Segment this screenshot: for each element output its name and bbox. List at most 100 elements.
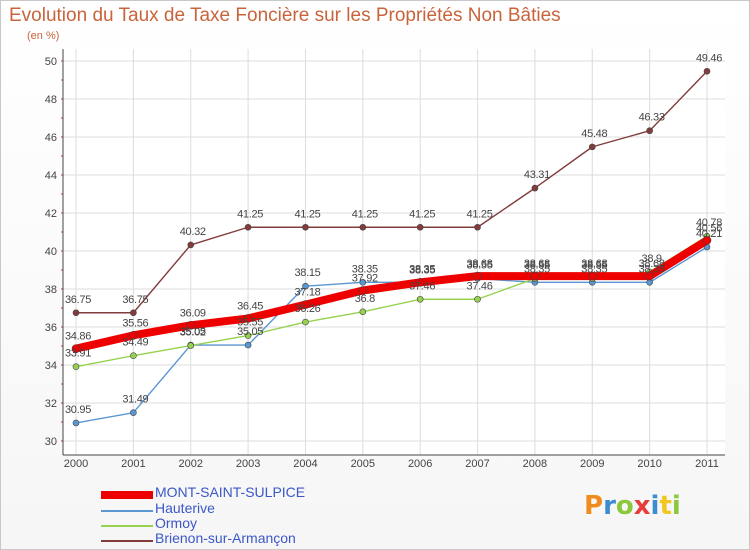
series-line-1	[75, 246, 708, 424]
data-point	[703, 67, 711, 75]
data-label: 49.46	[696, 52, 722, 64]
data-point	[187, 241, 195, 249]
data-point	[244, 223, 252, 231]
x-tick-label: 2004	[293, 458, 317, 470]
data-point	[416, 295, 424, 303]
data-label: 38.68	[639, 258, 665, 270]
data-point	[301, 300, 310, 309]
data-point	[302, 318, 309, 326]
data-point	[302, 223, 309, 231]
data-label: 38.15	[294, 267, 320, 279]
data-point	[359, 223, 367, 231]
data-label: 38.35	[581, 263, 607, 275]
logo-letter: i	[671, 491, 681, 521]
data-point	[473, 271, 482, 281]
data-label: 37.46	[467, 280, 493, 292]
y-tick-label: 48	[45, 94, 57, 106]
legend-swatch-mont-saint-sulpice	[101, 491, 153, 499]
data-point	[186, 320, 196, 330]
data-point	[588, 143, 596, 151]
x-tick-label: 2005	[351, 458, 375, 470]
plot-area	[63, 49, 725, 455]
logo-letter: r	[603, 491, 616, 521]
data-point	[187, 342, 195, 349]
x-tick-label: 2009	[580, 458, 604, 470]
data-point	[244, 332, 252, 339]
y-tick-label: 30	[45, 436, 57, 448]
data-label: 34.49	[122, 337, 148, 349]
data-label: 40.32	[180, 226, 206, 238]
data-point	[359, 279, 367, 286]
data-label: 40.78	[696, 217, 722, 229]
y-tick-label: 50	[45, 56, 57, 68]
data-label: 38.9	[642, 253, 662, 265]
series-line-3	[75, 70, 708, 314]
legend-swatch-ormoy	[101, 525, 153, 527]
logo-letter: i	[650, 491, 660, 521]
legend-swatch-brienon-sur-armancon	[101, 540, 153, 542]
data-label: 46.33	[639, 112, 665, 124]
y-tick-label: 36	[45, 322, 57, 334]
data-label: 34.86	[65, 331, 91, 343]
data-point	[358, 286, 368, 295]
y-tick-label: 38	[45, 284, 57, 296]
x-tick-label: 2008	[523, 458, 547, 470]
data-point	[474, 223, 481, 231]
data-point	[243, 314, 253, 323]
legend-label-hauterive: Hauterive	[155, 500, 215, 516]
data-point	[72, 419, 80, 427]
data-point	[129, 331, 138, 340]
x-tick-label: 2000	[64, 458, 88, 470]
y-axis-unit-label: (en %)	[27, 30, 60, 42]
logo-letter: o	[615, 491, 634, 521]
data-label: 35.02	[180, 327, 206, 339]
data-label: 36.8	[355, 293, 375, 305]
data-label: 38.35	[352, 263, 378, 275]
proxiti-logo: Proxiti	[584, 491, 681, 521]
data-label: 37.92	[352, 273, 378, 285]
data-label: 36.26	[294, 303, 320, 315]
data-point	[474, 295, 481, 303]
x-tick-label: 2006	[408, 458, 432, 470]
data-point	[587, 271, 597, 281]
x-tick-label: 2001	[121, 458, 145, 470]
data-point	[72, 363, 80, 371]
logo-letter: t	[659, 491, 672, 521]
data-label: 35.55	[237, 317, 263, 329]
y-tick-label: 46	[45, 132, 57, 144]
data-label: 36.75	[122, 294, 148, 306]
data-label: 38.68	[524, 258, 550, 270]
data-label: 38.35	[409, 263, 435, 275]
data-label: 40.21	[696, 228, 722, 240]
logo-letter: P	[584, 491, 604, 521]
data-label: 33.91	[65, 348, 91, 360]
x-tick-label: 2002	[178, 458, 202, 470]
x-tick-label: 2011	[695, 458, 719, 470]
y-tick-label: 32	[45, 398, 57, 410]
data-label: 43.31	[524, 169, 550, 181]
y-tick-label: 42	[45, 208, 57, 220]
chart-title: Evolution du Taux de Taxe Foncière sur l…	[9, 5, 561, 26]
data-label: 38.55	[524, 260, 550, 272]
data-label: 36.45	[237, 300, 263, 312]
data-label: 41.25	[237, 208, 263, 220]
data-label: 37.18	[294, 287, 320, 299]
data-point	[646, 127, 653, 135]
data-label: 45.48	[581, 128, 607, 140]
data-label: 36.75	[65, 294, 91, 306]
data-label: 35.05	[237, 326, 263, 338]
data-point	[415, 278, 425, 287]
data-label: 38.35	[639, 263, 665, 275]
data-label: 38.68	[581, 258, 607, 270]
data-point	[702, 236, 712, 245]
data-point	[302, 282, 309, 290]
data-point	[244, 341, 252, 349]
data-label: 35.56	[122, 317, 148, 329]
data-point	[130, 352, 137, 359]
data-label: 38.55	[467, 260, 493, 272]
data-label: 30.95	[65, 404, 91, 416]
logo-letter: x	[633, 491, 651, 521]
data-point	[645, 271, 654, 281]
